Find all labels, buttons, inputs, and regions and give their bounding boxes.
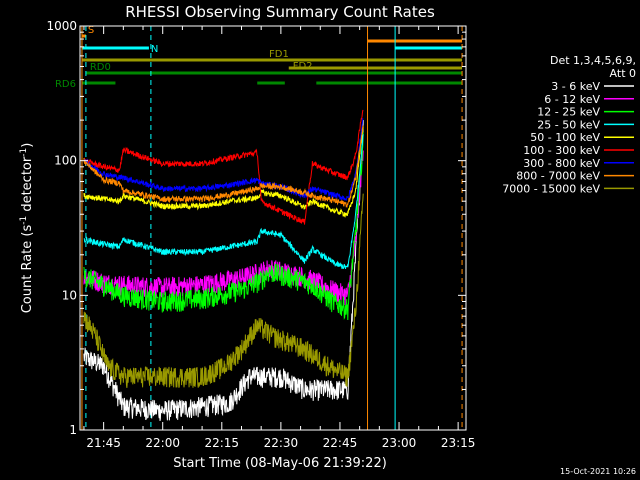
flag-label-rd0: RD0	[90, 62, 111, 73]
legend-entry-label: 800 - 7000 keV	[516, 170, 600, 183]
series-line-3	[83, 134, 364, 269]
series-line-2	[83, 132, 364, 321]
y-axis: 1 10 100 1000	[46, 19, 466, 437]
x-tick-label: 21:45	[86, 436, 121, 450]
y-tick-label: 1000	[46, 19, 77, 33]
legend-entry-label: 300 - 800 keV	[523, 157, 600, 170]
series-line-8	[83, 193, 364, 388]
legend-entry-label: 25 - 50 keV	[537, 118, 600, 131]
chart-title: RHESSI Observing Summary Count Rates	[125, 3, 435, 21]
y-tick-label: 1	[69, 423, 77, 437]
x-tick-label: 23:00	[382, 436, 417, 450]
legend-entry-label: 7000 - 15000 keV	[502, 182, 600, 195]
x-tick-label: 22:15	[204, 436, 239, 450]
legend-entry-label: 6 - 12 keV	[544, 93, 600, 106]
legend-entry-label: 100 - 300 keV	[523, 144, 600, 157]
y-tick-label: 100	[54, 154, 77, 168]
flag-label-n: N	[151, 44, 158, 55]
series-line-7	[83, 125, 364, 208]
series-lines	[83, 109, 364, 421]
plot-frame	[79, 25, 467, 431]
flag-lines: S N FD1 FD2 RD0 RD6	[55, 25, 463, 90]
legend-header: Det 1,3,4,5,6,9,	[550, 54, 636, 67]
y-tick-label: 10	[62, 288, 77, 302]
footer-date: 15-Oct-2021 10:26	[560, 467, 636, 476]
legend-header: Att 0	[610, 67, 636, 80]
x-tick-label: 22:00	[145, 436, 180, 450]
series-line-4	[83, 126, 364, 218]
x-axis-label: Start Time (08-May-06 21:39:22)	[173, 456, 387, 471]
legend-entry-label: 3 - 6 keV	[551, 80, 600, 93]
flag-label-rd6: RD6	[55, 79, 76, 90]
legend-entry-label: 50 - 100 keV	[530, 131, 600, 144]
flag-label-fd2: FD2	[293, 61, 313, 72]
y-axis-label: Count Rate (s-1 detector-1)	[19, 143, 35, 314]
legend-entry-label: 12 - 25 keV	[537, 106, 600, 119]
series-line-0	[83, 119, 364, 421]
series-line-5	[83, 109, 364, 225]
x-tick-label: 23:15	[441, 436, 476, 450]
x-axis: 21:45 22:00 22:15 22:30 22:45 23:00 23:15	[83, 26, 476, 450]
series-line-1	[83, 148, 364, 306]
x-tick-label: 22:30	[264, 436, 299, 450]
flag-label-fd1: FD1	[269, 49, 289, 60]
series-line-6	[83, 117, 364, 202]
x-tick-label: 22:45	[323, 436, 358, 450]
flag-label-s: S	[88, 25, 94, 36]
